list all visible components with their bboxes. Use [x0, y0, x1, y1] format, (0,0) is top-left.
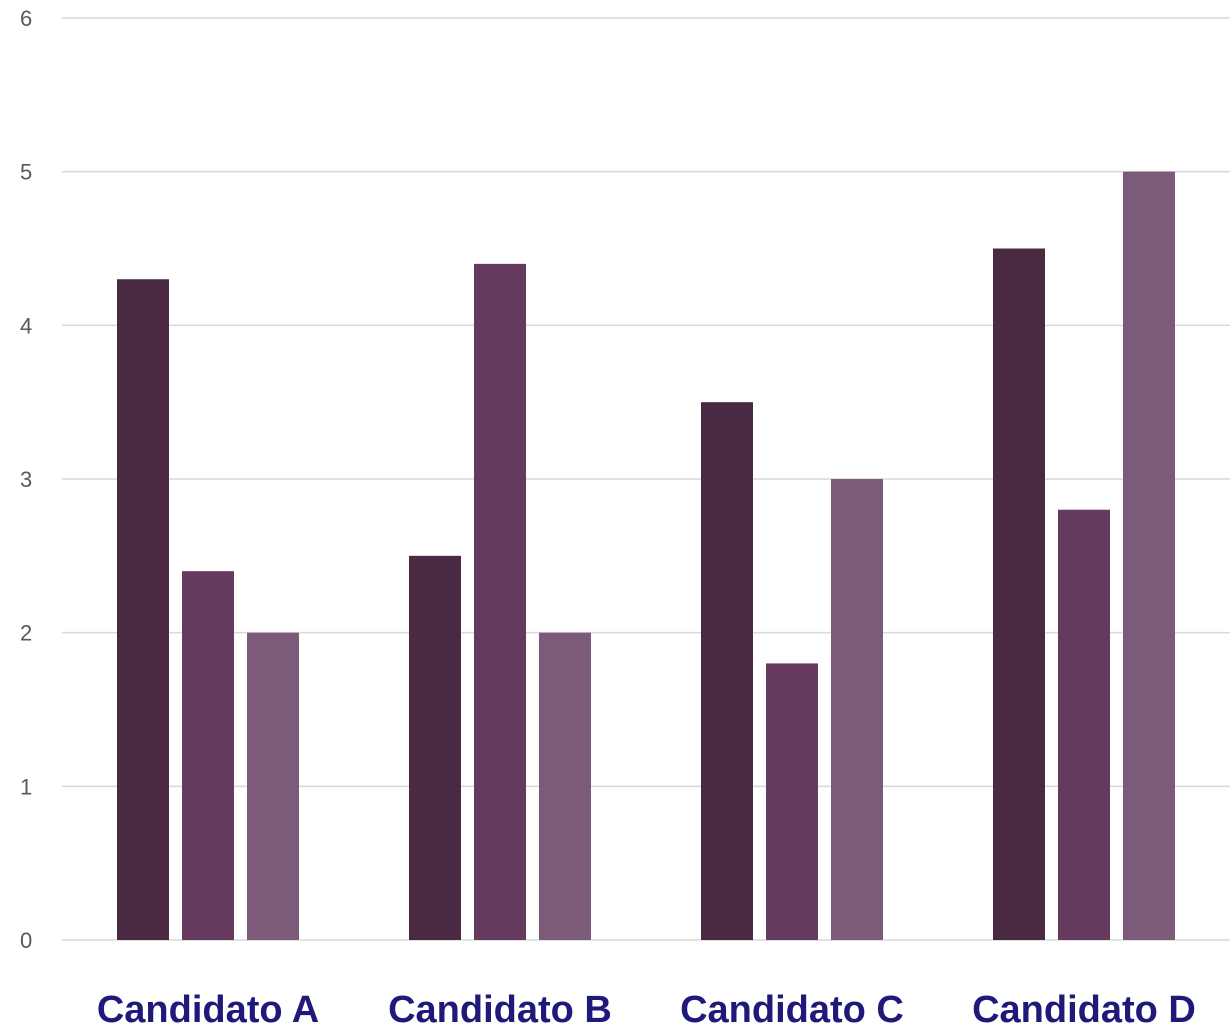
x-category-label: Candidato A	[97, 989, 319, 1031]
bar	[831, 479, 883, 940]
y-tick-label: 2	[20, 621, 32, 646]
bar	[766, 663, 818, 940]
x-category-label: Candidato D	[972, 989, 1196, 1031]
gridlines	[62, 17, 1230, 941]
y-tick-label: 3	[20, 467, 32, 492]
bar	[539, 632, 591, 940]
bar	[409, 555, 461, 940]
bar	[993, 248, 1045, 940]
y-tick-label: 0	[20, 928, 32, 953]
y-tick-label: 6	[20, 6, 32, 31]
bar	[182, 571, 234, 940]
bar	[247, 632, 299, 940]
y-tick-label: 1	[20, 774, 32, 799]
y-tick-label: 5	[20, 160, 32, 185]
y-tick-label: 4	[20, 313, 32, 338]
bar	[1058, 509, 1110, 940]
bar	[1123, 171, 1175, 940]
bar	[117, 279, 169, 940]
bars	[117, 171, 1175, 941]
y-axis-tick-labels: 0 1 2 3 4 5 6	[20, 6, 32, 953]
x-axis-category-labels: Candidato A Candidato B Candidato C Candida…	[97, 989, 1196, 1031]
bar	[701, 402, 753, 941]
bar	[474, 263, 526, 940]
x-category-label: Candidato C	[680, 989, 904, 1031]
x-category-label: Candidato B	[388, 989, 612, 1031]
